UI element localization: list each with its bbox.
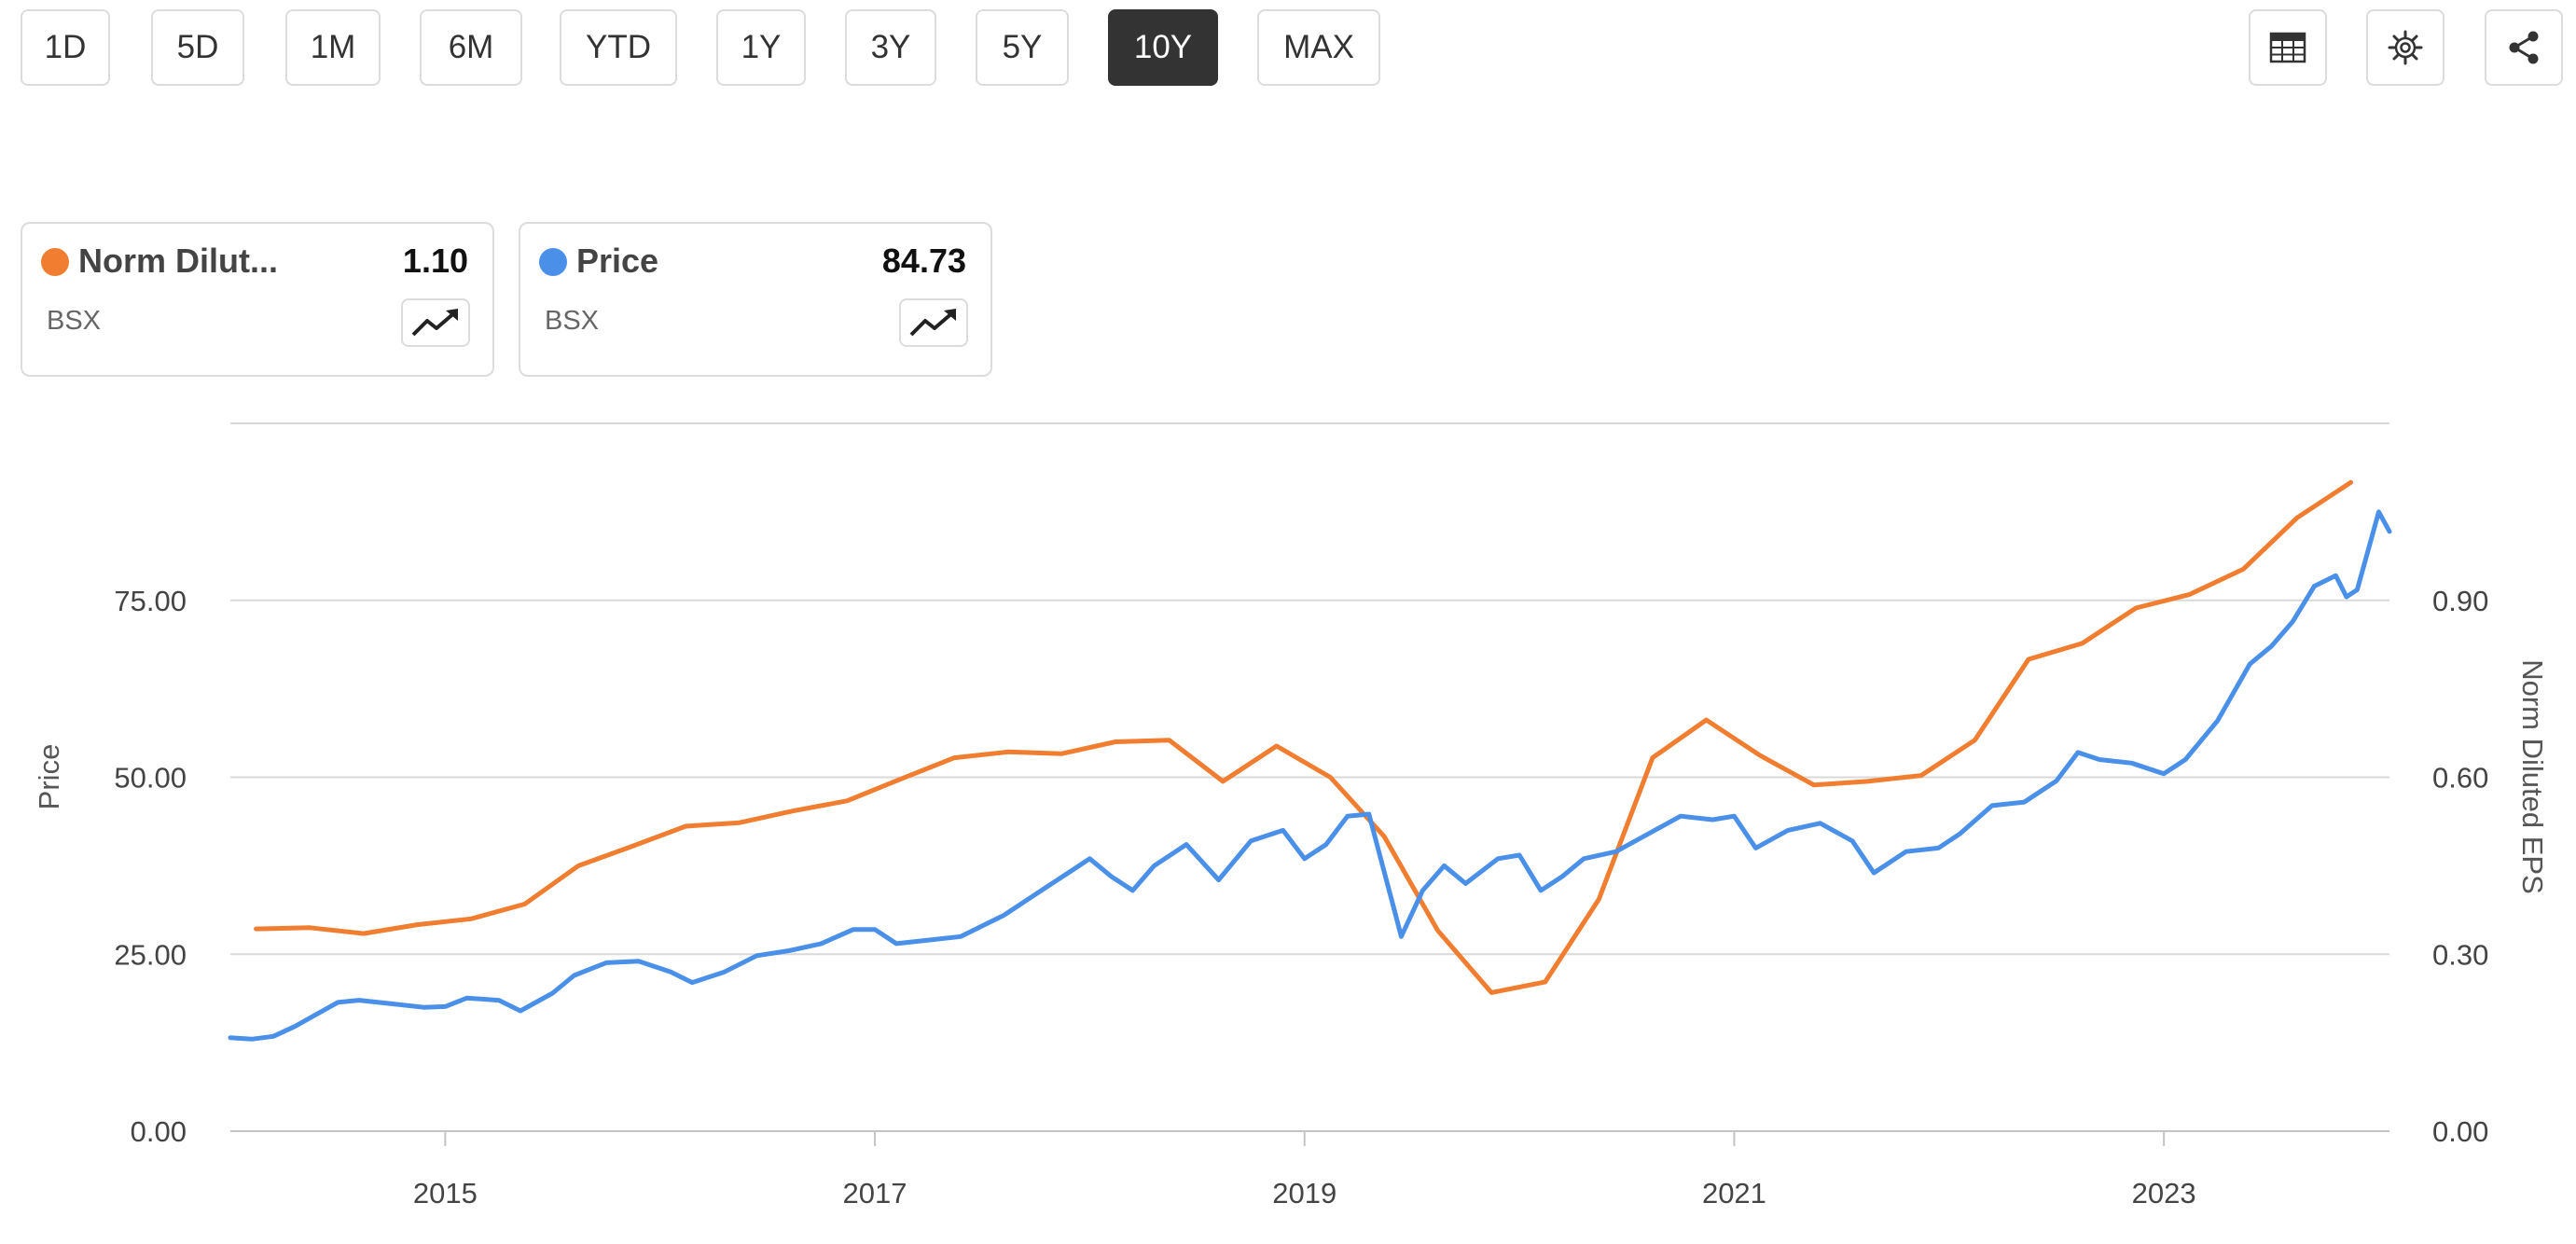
gear-icon (2388, 30, 2423, 65)
left-axis-tick-label: 25.00 (114, 938, 187, 971)
range-1m-button[interactable]: 1M (285, 9, 381, 86)
right-axis-title: Norm Diluted EPS (2516, 659, 2549, 894)
series-name: Price (576, 242, 659, 280)
series-value: 1.10 (402, 242, 468, 280)
x-axis-tick-label: 2021 (1702, 1177, 1766, 1209)
x-axis-tick-label: 2015 (413, 1177, 478, 1209)
x-axis-tick-label: 2017 (843, 1177, 907, 1209)
right-axis-tick-label: 0.60 (2432, 762, 2488, 795)
price-eps-chart: 0.00 25.00 50.00 75.00 0.00 0.30 0.60 0.90 2015 2… (33, 422, 2549, 1209)
legend-card-eps[interactable]: Norm Dilut... 1.10 BSX (21, 222, 494, 377)
series-value: 84.73 (881, 242, 966, 280)
range-5d-button[interactable]: 5D (151, 9, 244, 86)
share-icon (2509, 31, 2539, 64)
table-view-button[interactable] (2249, 9, 2327, 86)
share-button[interactable] (2485, 9, 2563, 86)
series-name: Norm Dilut... (78, 242, 278, 280)
left-axis-tick-label: 50.00 (114, 762, 187, 795)
range-ytd-button[interactable]: YTD (560, 9, 677, 86)
right-axis-tick-label: 0.90 (2432, 585, 2488, 617)
range-5y-button[interactable]: 5Y (976, 9, 1069, 86)
range-max-button[interactable]: MAX (1257, 9, 1380, 86)
trend-up-icon (411, 309, 458, 337)
legend-card-price[interactable]: Price 84.73 BSX (519, 222, 992, 377)
range-3y-button[interactable]: 3Y (845, 9, 936, 86)
left-axis-tick-label: 75.00 (114, 585, 187, 617)
series-color-dot (539, 248, 567, 276)
table-icon (2269, 32, 2306, 63)
trend-up-icon (909, 309, 956, 337)
range-1y-button[interactable]: 1Y (716, 9, 806, 86)
trend-toggle-button[interactable] (401, 298, 470, 347)
series-ticker: BSX (47, 306, 102, 336)
series-color-dot (41, 248, 69, 276)
right-axis-tick-label: 0.00 (2432, 1115, 2488, 1148)
eps-series-line (254, 479, 2353, 995)
x-axis-tick-label: 2019 (1272, 1177, 1336, 1209)
range-10y-button[interactable]: 10Y (1108, 9, 1218, 86)
range-1d-button[interactable]: 1D (21, 9, 110, 86)
trend-toggle-button[interactable] (899, 298, 968, 347)
right-axis-tick-label: 0.30 (2432, 938, 2488, 971)
range-6m-button[interactable]: 6M (420, 9, 522, 86)
series-ticker: BSX (545, 306, 600, 336)
x-axis-tick-label: 2023 (2132, 1177, 2196, 1209)
left-axis-title: Price (33, 744, 65, 810)
settings-button[interactable] (2366, 9, 2444, 86)
left-axis-tick-label: 0.00 (131, 1115, 187, 1148)
price-series-line (228, 509, 2392, 1042)
